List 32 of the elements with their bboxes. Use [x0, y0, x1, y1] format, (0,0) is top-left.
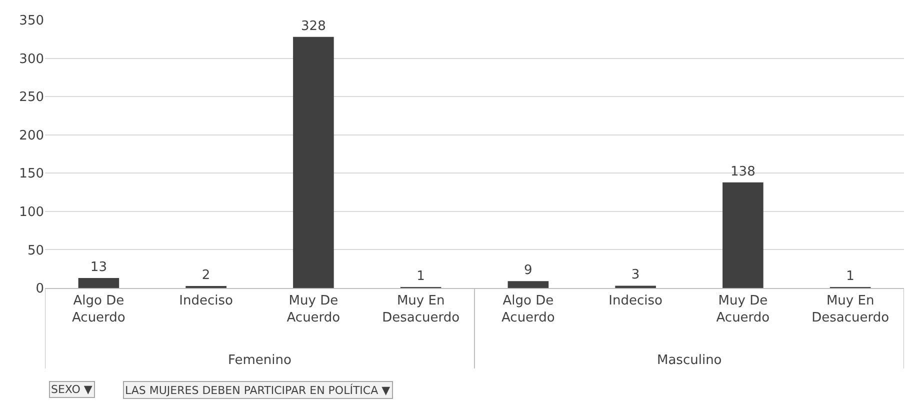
bar	[722, 182, 764, 288]
bar	[293, 36, 334, 288]
data-label: 328	[301, 18, 326, 34]
data-label: 1	[846, 269, 854, 284]
data-label: 9	[524, 263, 532, 278]
data-label: 13	[90, 260, 107, 276]
y-tick-label: 100	[19, 204, 44, 220]
y-tick-label: 50	[27, 243, 44, 258]
text: LAS MUJERES DEBEN PARTICIPAR EN POLÍTICA ▼	[125, 383, 391, 397]
bar	[508, 281, 549, 288]
x-tick-label: Indeciso	[179, 294, 234, 309]
x-tick-label: Indeciso	[608, 294, 663, 309]
text: Femenino	[228, 353, 292, 368]
y-tick-label: 150	[19, 166, 44, 182]
bar	[78, 278, 120, 288]
x-tick-label: Muy En Desacuerdo	[382, 294, 460, 326]
x-tick-label: Muy De Acuerdo	[286, 294, 340, 326]
y-tick-label: 200	[19, 128, 44, 144]
y-tick-label: 350	[19, 14, 44, 29]
x-tick-label: Muy De Acuerdo	[716, 294, 770, 326]
text: Masculino	[657, 353, 722, 368]
data-label: 3	[631, 268, 640, 283]
data-label: 2	[202, 268, 210, 283]
y-tick-label: 0	[36, 282, 44, 297]
x-tick-label: Muy En Desacuerdo	[812, 294, 890, 326]
y-tick-label: 250	[19, 90, 44, 106]
text: SEXO ▼	[51, 383, 93, 396]
data-label: 138	[730, 164, 756, 180]
x-tick-label: Algo De Acuerdo	[72, 294, 126, 326]
y-tick-label: 300	[19, 52, 44, 67]
data-label: 1	[416, 269, 425, 284]
x-tick-label: Algo De Acuerdo	[502, 294, 555, 326]
